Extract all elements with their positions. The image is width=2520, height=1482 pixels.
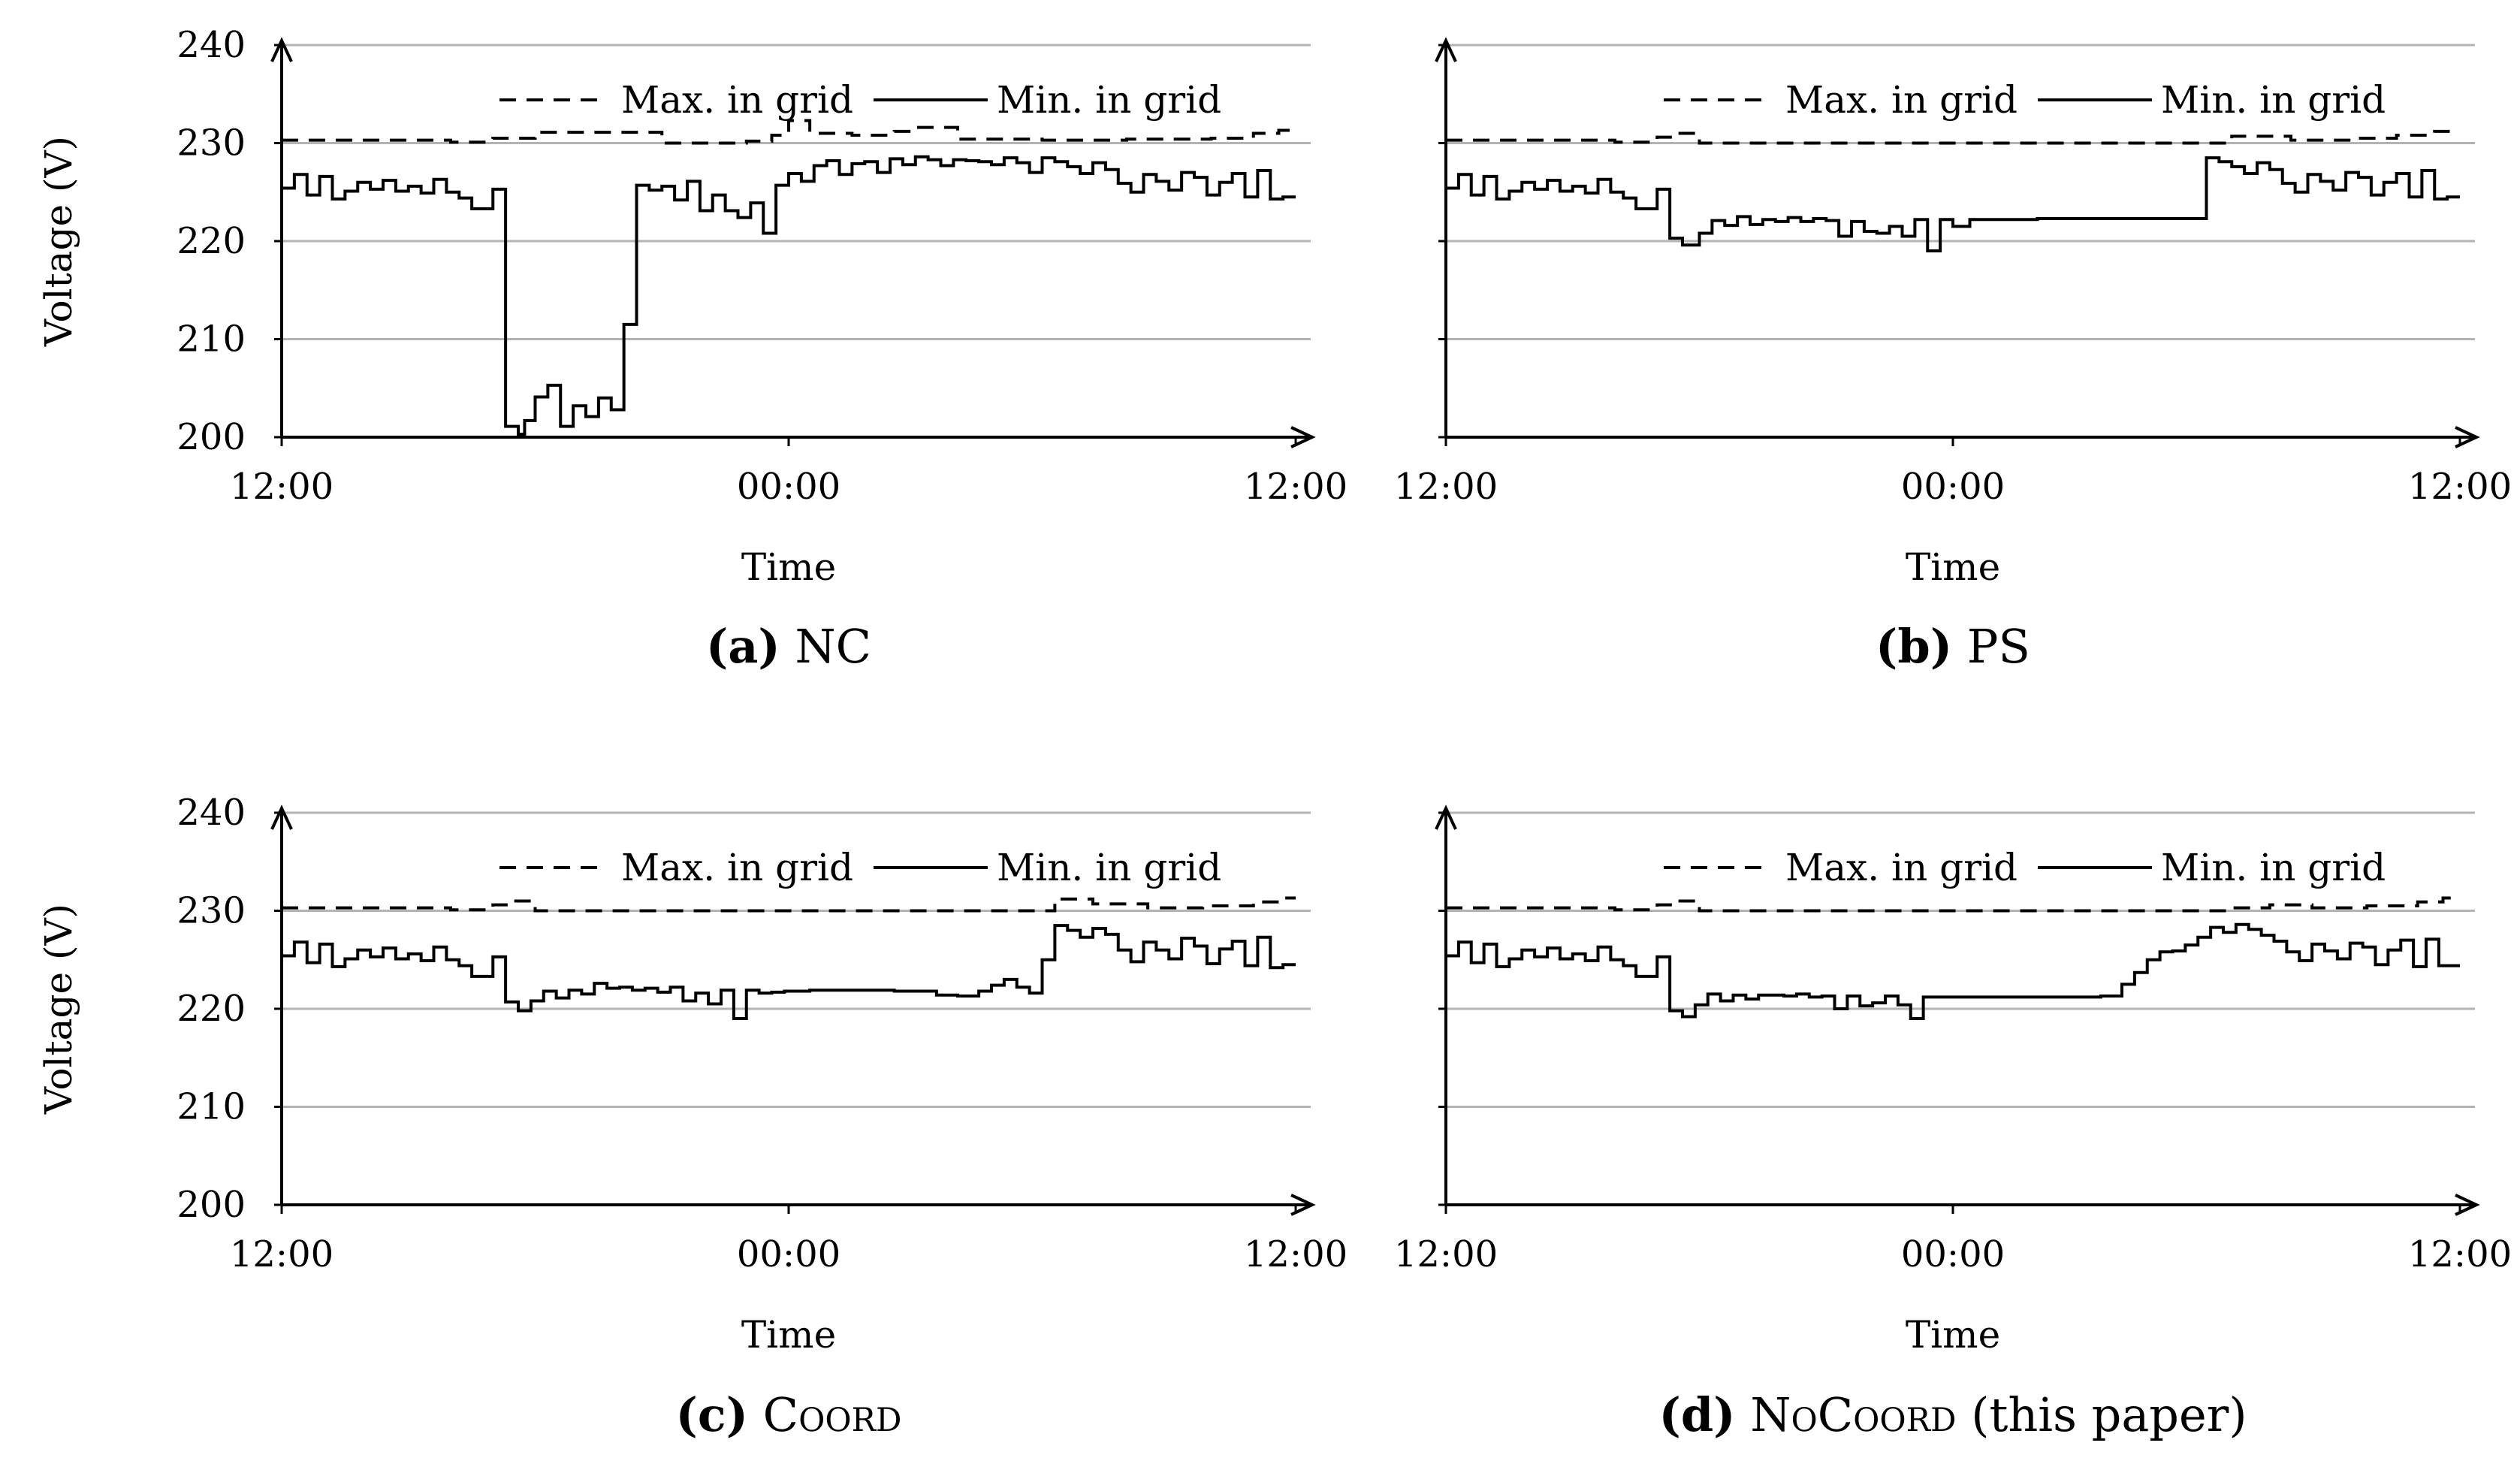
x-axis-label: Time bbox=[1906, 1313, 2000, 1357]
panel-caption: (d) NoCoord (this paper) bbox=[1658, 1387, 2247, 1442]
y-tick-label: 210 bbox=[177, 318, 246, 361]
caption-letter: (b) bbox=[1876, 619, 1952, 674]
x-tick-label: 00:00 bbox=[1901, 1233, 2005, 1275]
series-max-line bbox=[282, 119, 1296, 145]
caption-space bbox=[1736, 1387, 1751, 1442]
legend: Max. in grid Min. in grid bbox=[1664, 78, 2386, 122]
y-tick-label: 230 bbox=[177, 890, 246, 932]
y-tick-label: 230 bbox=[177, 122, 246, 164]
legend: Max. in grid Min. in grid bbox=[499, 78, 1221, 122]
x-axis-label: Time bbox=[741, 1313, 836, 1357]
x-axis-arrow bbox=[2455, 1194, 2480, 1216]
legend-max-label: Max. in grid bbox=[621, 78, 853, 122]
y-axis-arrow bbox=[270, 37, 293, 62]
caption-letter: (c) bbox=[676, 1387, 748, 1442]
x-tick-label: 12:00 bbox=[2408, 1233, 2512, 1275]
series-min-line bbox=[282, 155, 1296, 436]
y-tick-label: 200 bbox=[177, 1184, 246, 1226]
x-tick-label: 12:00 bbox=[1244, 1233, 1348, 1275]
y-tick-label: 200 bbox=[177, 416, 246, 458]
y-axis-arrow bbox=[1435, 37, 1457, 62]
x-tick-label: 12:00 bbox=[230, 466, 333, 508]
x-tick-label: 12:00 bbox=[1394, 1233, 1498, 1275]
y-tick-label: 220 bbox=[177, 988, 246, 1030]
x-tick-label: 00:00 bbox=[737, 1233, 841, 1275]
x-tick-label: 12:00 bbox=[2408, 466, 2512, 508]
panel-a: 200 210 220 230 240 12:00 00:00 12:00 Time Voltag… bbox=[37, 24, 1348, 674]
legend-min-label: Min. in grid bbox=[997, 78, 1221, 122]
series-min-line bbox=[1446, 922, 2460, 1021]
caption-space bbox=[780, 619, 795, 674]
caption-name: PS bbox=[1967, 619, 2030, 674]
x-tick-label: 00:00 bbox=[1901, 466, 2005, 508]
legend-min-label: Min. in grid bbox=[2161, 846, 2386, 889]
caption-name: NC bbox=[795, 619, 871, 674]
legend: Max. in grid Min. in grid bbox=[499, 846, 1221, 889]
caption-space bbox=[1952, 619, 1967, 674]
y-tick-label: 220 bbox=[177, 220, 246, 262]
x-tick-label: 12:00 bbox=[1394, 466, 1498, 508]
y-axis-arrow bbox=[270, 804, 293, 830]
legend: Max. in grid Min. in grid bbox=[1664, 846, 2386, 889]
panel-caption: (c) Coord bbox=[676, 1387, 902, 1442]
panel-d: 12:00 00:00 12:00 Time Max. in grid Min. in g… bbox=[1394, 804, 2512, 1442]
panel-caption: (a) NC bbox=[706, 619, 871, 674]
caption-space bbox=[748, 1387, 763, 1442]
x-axis-label: Time bbox=[1906, 545, 2000, 589]
x-axis-arrow bbox=[1290, 426, 1316, 448]
panel-c: 200 210 220 230 240 12:00 00:00 12:00 Time Voltag… bbox=[37, 792, 1348, 1442]
series-max-line bbox=[1446, 896, 2460, 913]
caption-name: NoCoord bbox=[1750, 1387, 1956, 1442]
legend-min-label: Min. in grid bbox=[2161, 78, 2386, 122]
x-tick-label: 12:00 bbox=[1244, 466, 1348, 508]
series-max-line bbox=[282, 896, 1296, 913]
legend-max-label: Max. in grid bbox=[1785, 846, 2018, 889]
series-min-line bbox=[1446, 156, 2460, 253]
legend-max-label: Max. in grid bbox=[1785, 78, 2018, 122]
caption-letter: (d) bbox=[1658, 1387, 1735, 1442]
caption-name: Coord bbox=[763, 1387, 902, 1442]
panel-caption: (b) PS bbox=[1876, 619, 2030, 674]
y-tick-label: 240 bbox=[177, 24, 246, 66]
y-axis-arrow bbox=[1435, 804, 1457, 830]
x-axis-label: Time bbox=[741, 545, 836, 589]
x-axis-arrow bbox=[2455, 426, 2480, 448]
caption-letter: (a) bbox=[706, 619, 780, 674]
legend-max-label: Max. in grid bbox=[621, 846, 853, 889]
y-axis-label: Voltage (V) bbox=[37, 136, 80, 347]
y-tick-label: 210 bbox=[177, 1086, 246, 1128]
series-max-line bbox=[1446, 129, 2460, 145]
x-tick-label: 12:00 bbox=[230, 1233, 333, 1275]
y-tick-label: 240 bbox=[177, 792, 246, 834]
legend-min-label: Min. in grid bbox=[997, 846, 1221, 889]
series-min-line bbox=[282, 924, 1296, 1021]
caption-suffix: (this paper) bbox=[1957, 1387, 2247, 1442]
x-axis-arrow bbox=[1290, 1194, 1316, 1216]
x-tick-label: 00:00 bbox=[737, 466, 841, 508]
y-axis-label: Voltage (V) bbox=[37, 904, 80, 1115]
panel-b: 12:00 00:00 12:00 Time Max. in grid Min. in g… bbox=[1394, 37, 2512, 674]
